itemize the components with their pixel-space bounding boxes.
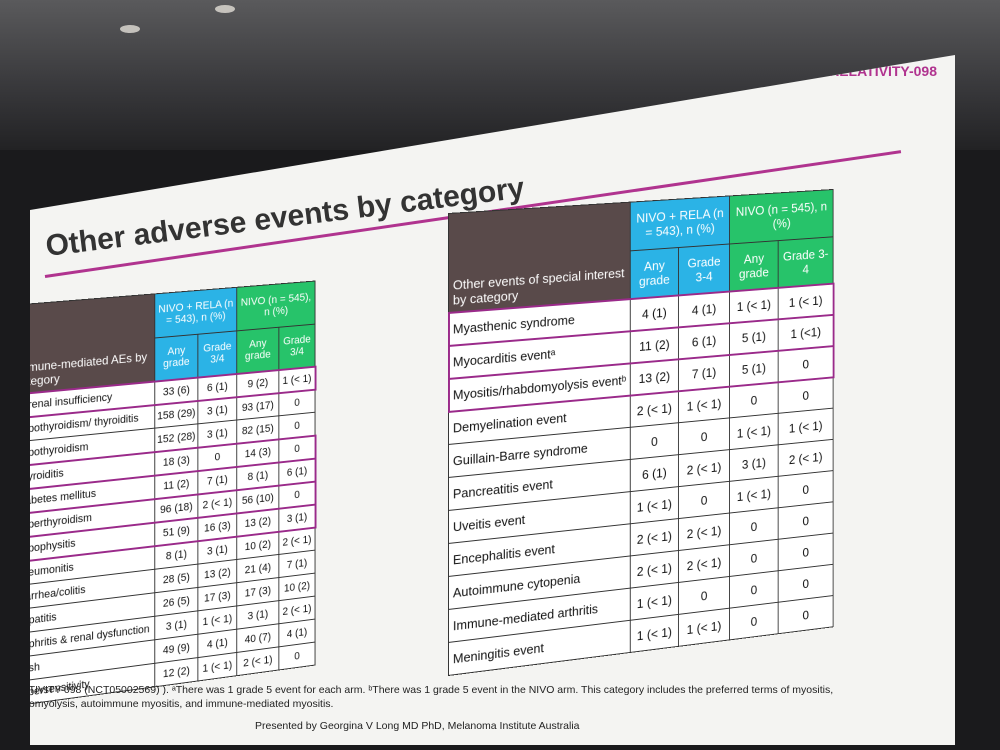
ceiling-light: [215, 5, 235, 13]
group-nivo: NIVO (n = 545), n (%): [729, 189, 834, 244]
ceiling-light: [120, 25, 140, 33]
special-interest-rows: Myasthenic syndrome 4 (1) 4 (1) 1 (< 1) 1 (<…: [447, 281, 835, 676]
table-cell: 11 (2): [630, 326, 679, 363]
table-cell: 1 (< 1): [630, 614, 679, 653]
special-interest-table-wrap: Other events of special interest by cate…: [447, 188, 835, 676]
col-grade-34: Grade 3-4: [678, 243, 730, 295]
col-grade-34: Grade 3/4: [278, 323, 316, 370]
table-cell: 2 (< 1): [630, 390, 679, 428]
table-cell: 1 (< 1): [729, 413, 779, 450]
table-cell: 4 (1): [630, 294, 679, 331]
col-any-grade: Any grade: [236, 326, 279, 374]
table-cell: 1 (< 1): [197, 652, 237, 681]
table-cell: 5 (1): [729, 318, 779, 355]
col-grade-34: Grade 3/4: [197, 330, 237, 378]
table-cell: 1 (< 1): [729, 287, 779, 323]
table-cell: 1 (< 1): [778, 283, 834, 319]
special-interest-header: Other events of special interest by cate…: [448, 202, 631, 313]
table-cell: 4 (1): [678, 291, 730, 327]
immune-ae-table-wrap: Immune-mediated AEs by category NIVO + R…: [30, 280, 316, 707]
table-cell: 3 (1): [729, 444, 779, 482]
table-cell: 6 (1): [678, 322, 730, 359]
table-cell: 0: [778, 595, 834, 634]
group-nivo-rela: NIVO + RELA (n = 543), n (%): [154, 287, 237, 338]
col-grade-34: Grade 3-4: [778, 236, 834, 288]
immune-ae-header: Immune-mediated AEs by category: [30, 293, 155, 395]
table-cell: 5 (1): [729, 350, 779, 387]
group-nivo: NIVO (n = 545), n (%): [236, 281, 316, 331]
special-interest-table: Other events of special interest by cate…: [447, 188, 835, 676]
footnote: RELATIVITY-098 (NCT05002569) ). ᵃThere w…: [2, 684, 834, 710]
table-cell: 0: [278, 642, 316, 670]
table-cell: 0: [729, 602, 779, 640]
table-cell: 1 (< 1): [678, 608, 730, 647]
table-cell: 6 (1): [630, 454, 679, 492]
col-any-grade: Any grade: [630, 247, 679, 299]
immune-ae-table: Immune-mediated AEs by category NIVO + R…: [30, 280, 316, 707]
col-any-grade: Any grade: [729, 240, 779, 292]
presentation-slide: RELATIVITY-098 Other adverse events by c…: [30, 55, 955, 745]
table-cell: 0: [678, 417, 730, 455]
table-cell: 0: [778, 345, 834, 382]
col-any-grade: Any grade: [154, 333, 198, 382]
table-cell: 0: [729, 381, 779, 418]
presenter-credit: Presented by Georgina V Long MD PhD, Mel…: [255, 720, 580, 732]
table-cell: 0: [630, 422, 679, 460]
group-nivo-rela: NIVO + RELA (n = 543), n (%): [630, 195, 730, 251]
table-cell: 7 (1): [678, 354, 730, 391]
table-cell: 2 (< 1): [236, 646, 279, 676]
table-cell: 1 (< 1): [630, 486, 679, 524]
table-cell: 13 (2): [630, 358, 679, 396]
table-cell: 1 (<1): [778, 314, 834, 351]
immune-ae-rows: Adrenal insufficiency 33 (6) 6 (1) 9 (2) 1 (…: [30, 364, 316, 707]
table-cell: 1 (< 1): [678, 386, 730, 423]
